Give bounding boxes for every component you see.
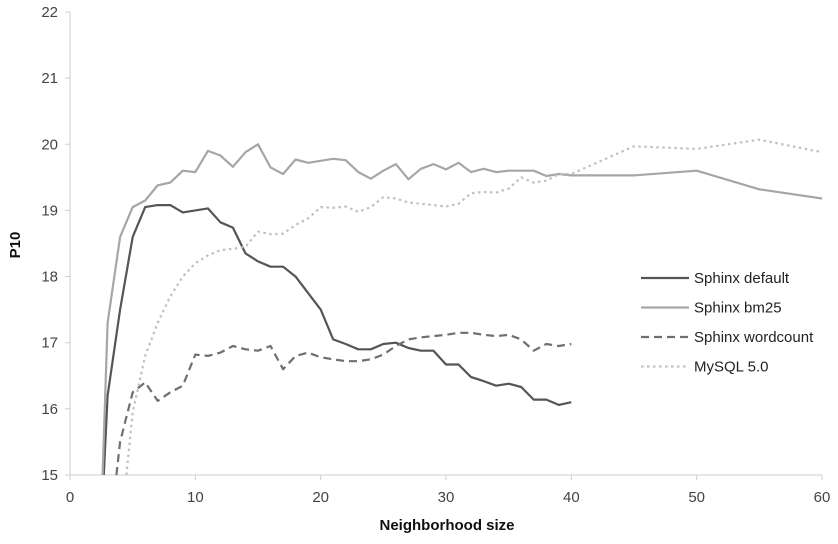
x-axis-title: Neighborhood size — [380, 517, 515, 534]
series-line-sphinx-wordcount — [115, 331, 572, 476]
x-tick-label: 50 — [688, 489, 705, 506]
legend-label-sphinx-bm25: Sphinx bm25 — [694, 300, 782, 317]
y-tick-label: 20 — [41, 136, 58, 153]
y-tick-label: 16 — [41, 401, 58, 418]
y-axis-title: P10 — [7, 232, 24, 259]
tick-labels: 15 16 17 18 19 20 21 22 0 10 20 30 40 50 60 — [41, 4, 830, 506]
series-line-sphinx-bm25 — [101, 143, 823, 476]
y-tick-label: 19 — [41, 202, 58, 219]
x-tick-label: 0 — [66, 489, 74, 506]
y-tick-label: 15 — [41, 467, 58, 484]
y-tick-label: 21 — [41, 70, 58, 87]
x-tick-label: 30 — [438, 489, 455, 506]
series-line-sphinx-default — [102, 204, 572, 476]
x-tick-label: 60 — [814, 489, 831, 506]
legend-label-mysql-5-0: MySQL 5.0 — [694, 359, 768, 376]
series-lines — [101, 138, 823, 476]
y-tick-label: 18 — [41, 269, 58, 286]
axes — [65, 11, 823, 480]
y-tick-label: 17 — [41, 335, 58, 352]
x-tick-label: 20 — [312, 489, 329, 506]
y-tick-label: 22 — [41, 4, 58, 21]
legend: Sphinx default Sphinx bm25 Sphinx wordcoun… — [641, 270, 814, 376]
legend-label-sphinx-wordcount: Sphinx wordcount — [694, 329, 814, 346]
x-tick-label: 10 — [187, 489, 204, 506]
legend-label-sphinx-default: Sphinx default — [694, 270, 790, 287]
x-tick-label: 40 — [563, 489, 580, 506]
